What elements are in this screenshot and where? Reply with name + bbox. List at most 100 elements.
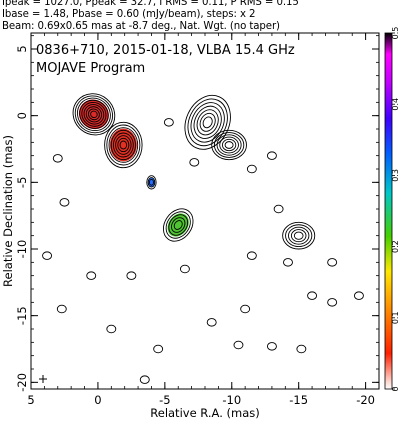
noise-contour <box>163 118 174 127</box>
noise-contour <box>296 344 307 354</box>
contour-level <box>211 129 247 161</box>
noise-contour <box>56 304 67 314</box>
component-inner-jet <box>104 121 143 169</box>
contour-level <box>117 137 130 153</box>
x-tick-label: 0 <box>94 393 101 407</box>
contour-level <box>285 224 313 248</box>
contour-level <box>81 101 107 127</box>
contour-level <box>173 220 183 230</box>
contour-level <box>288 226 310 245</box>
contour-layer <box>42 93 364 384</box>
x-tick-label: -5 <box>159 393 170 407</box>
component-outer-knot <box>282 221 316 250</box>
noise-contour <box>139 375 150 384</box>
noise-contour <box>233 340 244 350</box>
contour-level <box>219 136 239 154</box>
colorbar-tick-label: 0.1 <box>391 311 400 324</box>
contour-level <box>83 104 105 125</box>
contour-level <box>79 99 109 129</box>
contour-level <box>162 208 194 242</box>
contour-level <box>146 175 157 190</box>
contour-level <box>104 121 143 169</box>
plot-title: 0836+710, 2015-01-18, VLBA 15.4 GHz <box>36 43 295 58</box>
contour-level <box>171 217 186 233</box>
colorbar-ticks: 0 0.1 0.2 0.3 0.4 0.5 <box>391 27 400 392</box>
component-knot-a <box>146 175 157 190</box>
contour-level <box>199 112 216 132</box>
contour-level <box>184 94 231 150</box>
contour-level <box>74 95 114 134</box>
noise-contour <box>59 198 70 207</box>
contour-level <box>87 108 100 121</box>
contour-level <box>85 106 103 123</box>
noise-contour <box>240 304 251 314</box>
plot-subtitle: MOJAVE Program <box>36 61 145 76</box>
contour-level <box>190 102 225 143</box>
noise-contour <box>126 271 137 280</box>
colorbar-tick-label: 0.3 <box>391 169 400 182</box>
component-knot-b <box>162 208 194 242</box>
polarization-fill <box>78 99 109 130</box>
noise-contour <box>283 258 293 267</box>
noise-contour <box>266 342 277 351</box>
x-tick-label: -10 <box>222 393 241 407</box>
contour-level <box>112 132 134 158</box>
x-axis-title: Relative R.A. (mas) <box>150 406 259 420</box>
component-core <box>72 93 116 136</box>
colorbar-tick-label: 0.5 <box>391 27 400 40</box>
noise-contour <box>246 164 257 174</box>
colorbar-tick-label: 0.4 <box>391 98 400 111</box>
x-tick-label: 5 <box>27 393 34 407</box>
noise-contour <box>273 204 284 214</box>
header-line-1: Ipeak = 1027.0, Ppeak = 32.7, I RMS = 0.… <box>2 0 299 8</box>
y-tick-label: -15 <box>15 306 29 325</box>
y-axis-title: Relative Declination (mas) <box>1 135 15 287</box>
contour-level <box>168 214 189 236</box>
y-tick-label: -5 <box>15 177 29 188</box>
contour-level <box>196 109 219 136</box>
noise-contour <box>206 318 217 327</box>
contour-level <box>282 221 316 250</box>
noise-contour <box>106 324 117 334</box>
contour-level <box>165 211 191 239</box>
contour-level <box>216 134 242 156</box>
contour-level <box>293 231 304 240</box>
contour-level <box>110 129 136 161</box>
contour-level <box>149 179 154 186</box>
noise-contour <box>189 158 200 167</box>
contour-level <box>90 110 98 119</box>
noise-contour <box>52 154 63 163</box>
contour-level <box>115 135 132 155</box>
noise-contour <box>327 258 338 267</box>
noise-contour <box>246 251 257 260</box>
colorbar-tick-label: 0.2 <box>391 240 400 253</box>
contour-level <box>221 138 237 152</box>
contour-level <box>147 177 156 188</box>
contour-level <box>193 105 222 139</box>
y-tick-label: -20 <box>15 373 29 392</box>
header-line-3: Beam: 0.69x0.65 mas at -8.7 deg., Nat. W… <box>2 21 280 32</box>
polarization-fill <box>167 213 189 237</box>
contour-level <box>77 97 111 132</box>
noise-contour <box>327 298 338 307</box>
y-tick-label: 0 <box>15 112 29 119</box>
contour-level <box>202 116 213 129</box>
polarization-fill <box>109 128 137 162</box>
contour-level <box>108 127 139 163</box>
plot-frame <box>30 32 380 390</box>
contour-level <box>106 124 141 166</box>
y-tick-label: 5 <box>15 45 29 52</box>
contour-level <box>290 229 307 243</box>
contour-level <box>187 98 228 147</box>
contour-level <box>213 132 245 158</box>
contour-level <box>119 140 128 150</box>
colorbar-tick-label: 0 <box>391 386 400 391</box>
noise-contour <box>42 251 53 260</box>
noise-contour <box>86 271 97 280</box>
colorbar <box>384 32 393 390</box>
beam-marker <box>39 375 47 383</box>
noise-contour <box>153 344 164 354</box>
component-jet-ne2 <box>211 129 247 161</box>
